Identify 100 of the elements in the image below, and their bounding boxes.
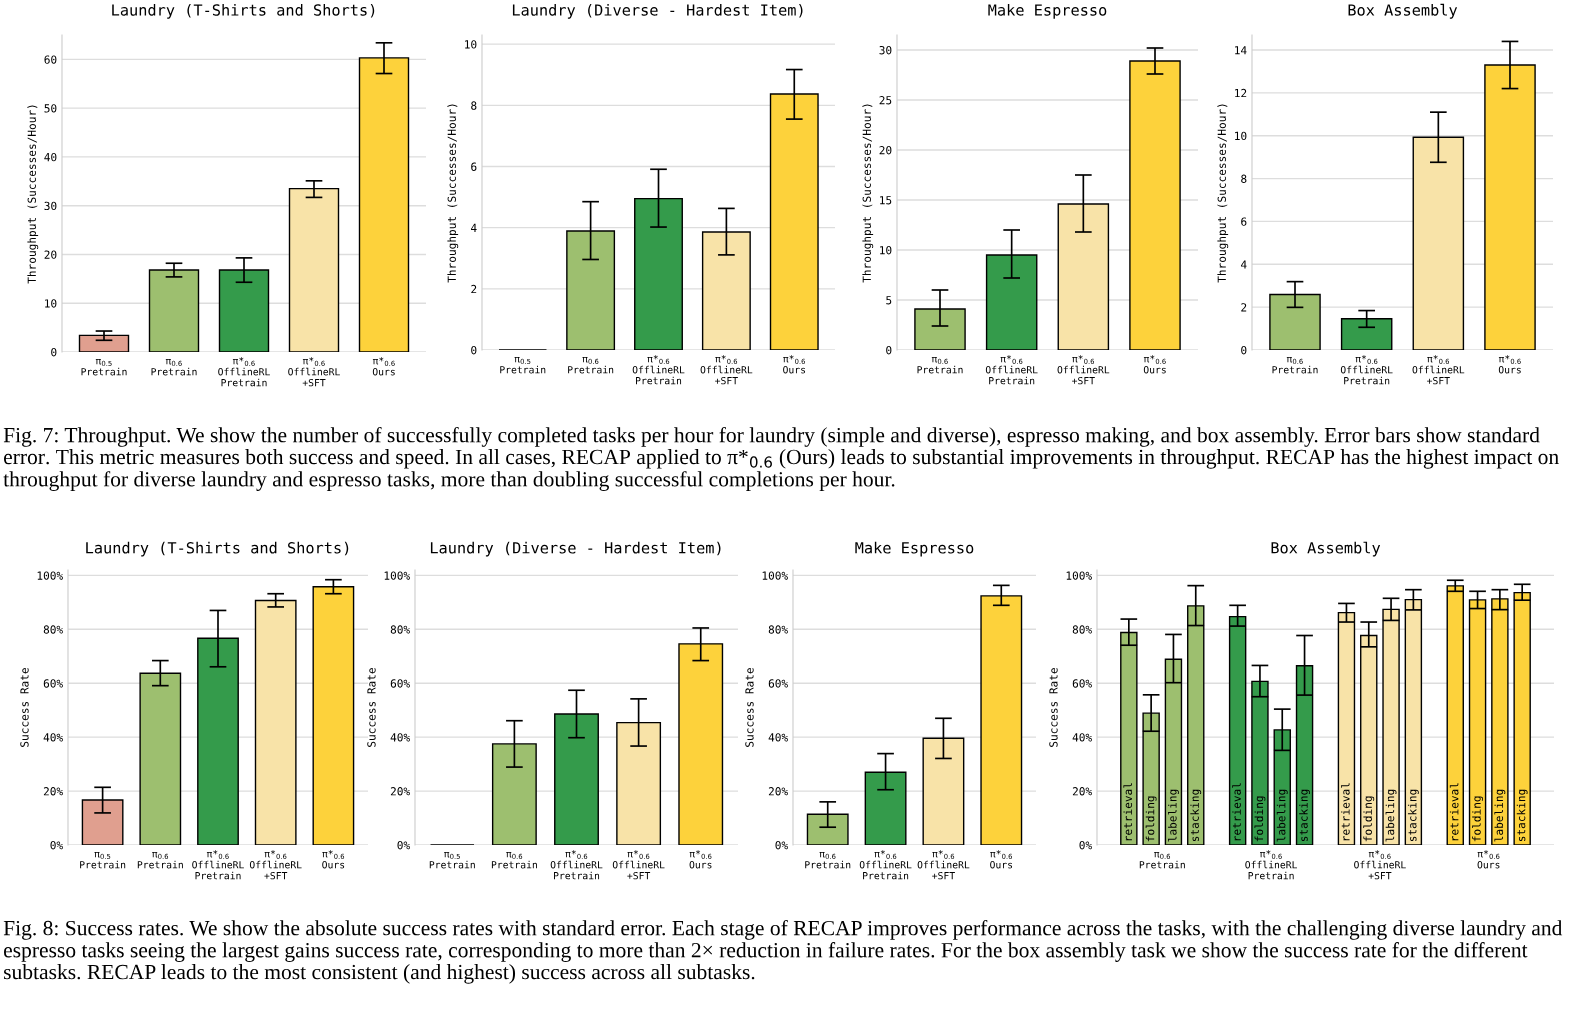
y-tick-label: 100% (1066, 571, 1092, 580)
y-tick-label: 100% (762, 571, 788, 580)
y-tick-label: 0% (775, 841, 788, 850)
x-tick-label: π*$_{0.6}$ Ours (783, 355, 806, 374)
series-label: folding (1254, 796, 1266, 842)
y-axis-title: Throughput (Successes/Hour) (447, 104, 459, 283)
chart-title: Laundry (T-Shirts and Shorts) (86, 541, 349, 557)
x-tick-label: π*$_{0.6}$ Ours (322, 850, 345, 869)
x-tick-label: π$_{0.6}$ Pretrain (805, 851, 851, 869)
y-axis-title: Success Rate (20, 668, 29, 747)
y-tick-label: 20% (768, 787, 788, 796)
y-axis-title: Success Rate (1049, 668, 1058, 747)
y-tick-label: 80% (390, 625, 410, 634)
y-axis-title: Throughput (Successes/Hour) (862, 104, 874, 283)
y-tick-label: 40% (43, 733, 63, 742)
y-tick-label: 10 (880, 246, 892, 255)
text: folding (1472, 796, 1484, 842)
caption: Fig. 8: Success rates. We show the absolute success rates with standard error. Each stage of RECAP improves performance across the tasks, with the challenging diverse laundry and espresso tasks seeing the largest gains success rate, corresponding to more than 2× reduction in failure rates. For the box assembly task we show the success rate for the different subtasks. RECAP leads to the most consistent (and highest) success across all subtasks. (3, 920, 1563, 984)
y-tick-label: 8 (1241, 174, 1247, 183)
y-tick-label: 20 (879, 146, 892, 155)
y-tick-label: 5 (886, 296, 892, 305)
y-tick-label: 20 (44, 250, 57, 259)
y-tick-label: 10 (45, 299, 57, 308)
y-axis-title: Success Rate (367, 668, 376, 747)
x-tick-label: π*$_{0.6}$ OfflineRL +SFT (700, 355, 753, 385)
y-tick-label: 0% (397, 841, 410, 850)
x-tick-label: π*$_{0.6}$ OfflineRL Pretrain (1245, 850, 1297, 880)
y-tick-label: 60% (43, 679, 63, 688)
y-tick-label: 0% (1079, 841, 1092, 850)
y-tick-label: 10 (465, 40, 477, 49)
y-tick-label: 30 (879, 46, 892, 55)
y-tick-label: 20% (1072, 787, 1092, 796)
y-axis-title: Throughput (Successes/Hour) (1217, 104, 1229, 283)
text: retrieval (1449, 783, 1459, 841)
chart-title: Laundry (T-Shirts and Shorts) (112, 3, 375, 19)
y-tick-label: 2 (1241, 303, 1247, 312)
x-tick-label: π*$_{0.6}$ OfflineRL +SFT (1412, 355, 1465, 385)
y-tick-label: 40% (390, 733, 410, 742)
x-tick-label: π*$_{0.6}$ OfflineRL Pretrain (192, 850, 244, 880)
y-tick-label: 25 (879, 96, 892, 105)
x-tick-label: π$_{0.5}$ Pretrain (81, 358, 127, 376)
x-tick-label: π*$_{0.6}$ OfflineRL +SFT (917, 850, 970, 880)
text: labeling (1385, 789, 1397, 842)
text: stacking (1516, 789, 1528, 842)
y-tick-label: 80% (43, 625, 63, 634)
x-tick-label: π*$_{0.6}$ OfflineRL Pretrain (218, 357, 270, 387)
y-tick-label: 80% (768, 625, 788, 634)
chart-title: Box Assembly (1348, 3, 1458, 19)
y-tick-label: 0 (51, 348, 57, 357)
y-axis-title: Throughput (Successes/Hour) (27, 105, 39, 284)
x-tick-label: π$_{0.6}$ Pretrain (151, 358, 197, 376)
x-tick-label: π$_{0.6}$ Pretrain (917, 356, 963, 374)
text: folding (1363, 796, 1375, 842)
chart-title: Box Assembly (1271, 541, 1381, 557)
text: labeling (1494, 789, 1506, 842)
text: labeling (1276, 789, 1288, 842)
x-tick-label: π$_{0.5}$ Pretrain (500, 356, 546, 374)
y-tick-label: 2 (471, 284, 477, 294)
y-tick-label: 50 (44, 104, 57, 113)
x-tick-label: π*$_{0.6}$ OfflineRL +SFT (249, 850, 302, 880)
x-tick-label: π$_{0.6}$ Pretrain (137, 851, 183, 869)
x-tick-label: π*$_{0.6}$ Ours (372, 357, 395, 376)
y-tick-label: 40% (768, 733, 788, 742)
chart-title: Laundry (Diverse - Hardest Item) (430, 541, 721, 557)
y-tick-label: 60% (390, 679, 410, 688)
y-tick-label: 6 (471, 162, 477, 171)
text: folding (1145, 796, 1157, 842)
x-tick-label: π*$_{0.6}$ OfflineRL Pretrain (1340, 355, 1393, 385)
x-tick-label: π*$_{0.6}$ OfflineRL Pretrain (985, 355, 1038, 385)
x-tick-label: π*$_{0.6}$ Ours (1498, 355, 1521, 374)
y-tick-label: 100% (384, 571, 410, 580)
text: retrieval (1232, 783, 1241, 841)
x-tick-label: π*$_{0.6}$ OfflineRL +SFT (612, 850, 665, 880)
x-tick-label: π*$_{0.6}$ Ours (689, 850, 712, 869)
caption: Fig. 7: Throughput. We show the number of successfully completed tasks per hour for laundry (simple and diverse), espresso making, and box assembly. Error bars show standard error. This metric measures both success and speed. In all cases, RECAP applied to π*$_{0.6}$ (Ours) leads to substantial improvements in throughput. RECAP has the highest impact on throughput for diverse laundry and espresso tasks, more than doubling successful completions per hour. (3, 427, 1559, 491)
y-tick-label: 0 (1241, 346, 1247, 355)
y-tick-label: 80% (1072, 625, 1092, 634)
y-tick-label: 0 (471, 346, 477, 355)
y-tick-label: 100% (37, 571, 63, 580)
x-tick-label: π$_{0.6}$ Pretrain (568, 356, 614, 374)
x-tick-label: π$_{0.6}$ Pretrain (1139, 851, 1185, 869)
y-tick-label: 60 (44, 55, 57, 64)
chart-title: Make Espresso (988, 3, 1107, 19)
x-tick-label: π$_{0.5}$ Pretrain (429, 851, 475, 869)
y-tick-label: 30 (44, 201, 57, 211)
x-tick-label: π*$_{0.6}$ OfflineRL +SFT (1354, 850, 1406, 880)
x-tick-label: π*$_{0.6}$ OfflineRL +SFT (288, 357, 340, 387)
y-tick-label: 0 (886, 346, 892, 355)
y-tick-label: 6 (1241, 217, 1247, 226)
x-tick-label: π*$_{0.6}$ OfflineRL Pretrain (632, 355, 685, 385)
x-tick-label: π*$_{0.6}$ OfflineRL Pretrain (550, 850, 603, 880)
x-tick-label: π*$_{0.6}$ Ours (1143, 355, 1166, 374)
y-tick-label: 60% (1072, 679, 1092, 688)
y-tick-label: 40% (1072, 733, 1092, 742)
x-tick-label: π*$_{0.6}$ OfflineRL Pretrain (859, 850, 912, 880)
y-tick-label: 20% (43, 787, 63, 796)
chart-title: Make Espresso (855, 541, 974, 557)
y-tick-label: 15 (880, 196, 892, 205)
series-label: stacking (1190, 789, 1202, 842)
y-tick-label: 60% (768, 679, 788, 688)
